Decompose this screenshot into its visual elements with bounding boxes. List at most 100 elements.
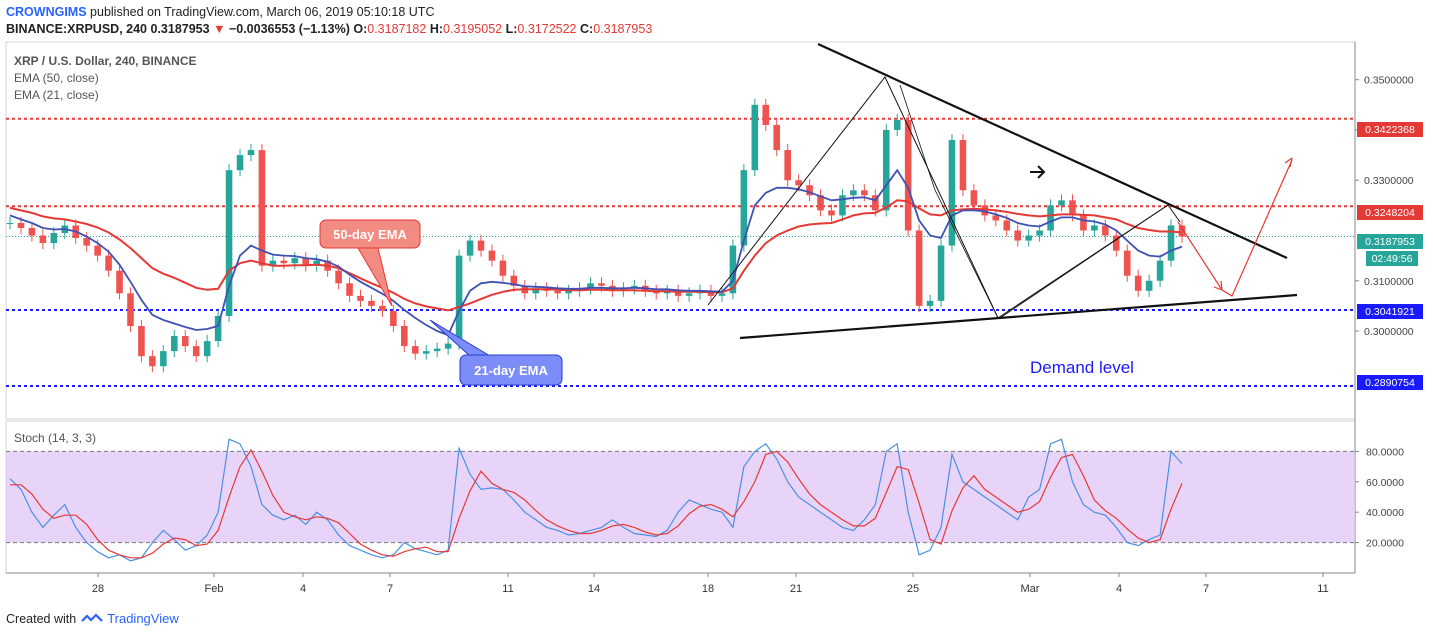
chart-header: CROWNGIMS published on TradingView.com, … [6,4,652,38]
candle-body [882,129,890,211]
author-name[interactable]: CROWNGIMS [6,5,87,19]
candle-body [335,270,342,284]
res2-badge [1357,205,1423,220]
candle-body [346,283,353,296]
sup2-badge [1357,375,1423,390]
candle-body [1123,250,1131,276]
forecast-arrow-icon [1213,280,1223,291]
candle-body [685,293,693,296]
drawings [707,42,1298,340]
low-value: 0.3172522 [517,22,577,36]
candles [6,98,1186,373]
res1-badge [1357,122,1423,137]
demand-level-label: Demand level [1030,358,1134,377]
open-value: 0.3187182 [367,22,427,36]
tradingview-logo-icon [81,612,103,622]
tradingview-brand[interactable]: TradingView [107,611,179,626]
candle-body [1014,230,1021,241]
open-label: O: [353,22,368,36]
time-tick-label: 4 [300,583,306,595]
countdown-badge-text: 02:49:56 [1372,253,1413,265]
candle-body [729,245,737,294]
candle-body [839,195,846,216]
candle-body [554,290,561,294]
candle-body [181,336,189,347]
candle-body [1112,235,1120,251]
candle-body [116,270,123,294]
time-tick-label: Mar [1021,583,1040,595]
candle-body [6,222,14,224]
stoch-tick-label: 60.0000 [1366,477,1404,489]
countdown-badge [1366,251,1418,266]
ema21-line [9,168,1183,337]
candle-body [160,351,167,367]
candle-body [970,190,978,206]
main-legend-title: XRP / U.S. Dollar, 240, BINANCE [14,54,197,68]
current-price-badge-text: 0.3187953 [1365,236,1415,248]
candle-body [1134,275,1142,291]
stoch-d-line [10,448,1183,559]
candle-body [1036,230,1043,236]
candle-body [214,315,222,342]
candle-body [499,260,507,276]
candle-body [127,293,134,327]
forecast-arrow-up-icon [1284,157,1293,168]
swing-pattern-2 [899,84,999,319]
candle-body [149,356,156,367]
time-tick-label: 11 [502,583,513,595]
candle-body [379,305,386,311]
stoch-tick-label: 40.0000 [1366,507,1404,519]
time-tick-label: Feb [205,583,224,595]
candle-body [587,283,594,289]
footer: Created with TradingView [6,611,179,626]
candle-body [433,348,441,352]
candle-body [422,351,430,354]
last-price: 0.3187953 [150,22,210,36]
candle-body [225,170,233,316]
time-axis-ticks: 28 Feb 4 7 11 14 18 21 25 Mar 4 7 11 [92,573,1329,595]
candle-body [904,119,912,231]
ema50-callout: 50-day EMA [319,219,421,307]
stoch-axis-ticks: 80.0000 60.0000 40.0000 20.0000 [1355,446,1404,550]
candle-body [138,326,145,357]
candle-body [105,255,112,271]
publish-info: published on TradingView.com, March 06, … [90,5,435,19]
candle-body [1080,215,1087,231]
swing-leg [999,204,1169,319]
stoch-k-line [9,438,1183,562]
candle-body [1025,235,1032,241]
publish-line: CROWNGIMS published on TradingView.com, … [6,4,652,21]
candle-body [795,180,802,186]
candle-body [291,258,299,264]
price-tick-label: 0.3500000 [1364,75,1414,87]
candle-body [28,227,36,236]
candle-body [1069,200,1076,216]
candle-body [1167,225,1175,261]
symbol-line: BINANCE:XRPUSD, 240 0.3187953 ▼ −0.00365… [6,21,652,38]
candle-body [872,195,879,211]
down-arrow-icon: ▼ [213,22,226,36]
ema21-callout: 21-day EMA [429,319,563,386]
ema50-line [9,199,1183,312]
ema50-callout-box [319,219,421,249]
candle-body [1145,280,1153,291]
candle-body [236,155,244,171]
ema21-callout-box [459,354,563,386]
res2-badge-text: 0.3248204 [1365,207,1415,219]
candle-body [313,260,320,266]
candle-body [1058,200,1065,206]
created-with-text: Created with [6,611,77,626]
candle-body [357,295,364,301]
stoch-tick-label: 80.0000 [1366,446,1404,458]
stoch-tick-label: 20.0000 [1366,538,1404,550]
candle-body [992,215,1000,221]
candle-body [488,250,496,261]
candle-body [390,310,397,327]
stoch-legend: Stoch (14, 3, 3) [14,431,96,445]
time-tick-label: 25 [907,583,919,595]
stoch-band [6,451,1355,543]
candle-body [828,210,835,216]
candle-body [817,195,824,211]
current-price-badge [1357,234,1423,249]
